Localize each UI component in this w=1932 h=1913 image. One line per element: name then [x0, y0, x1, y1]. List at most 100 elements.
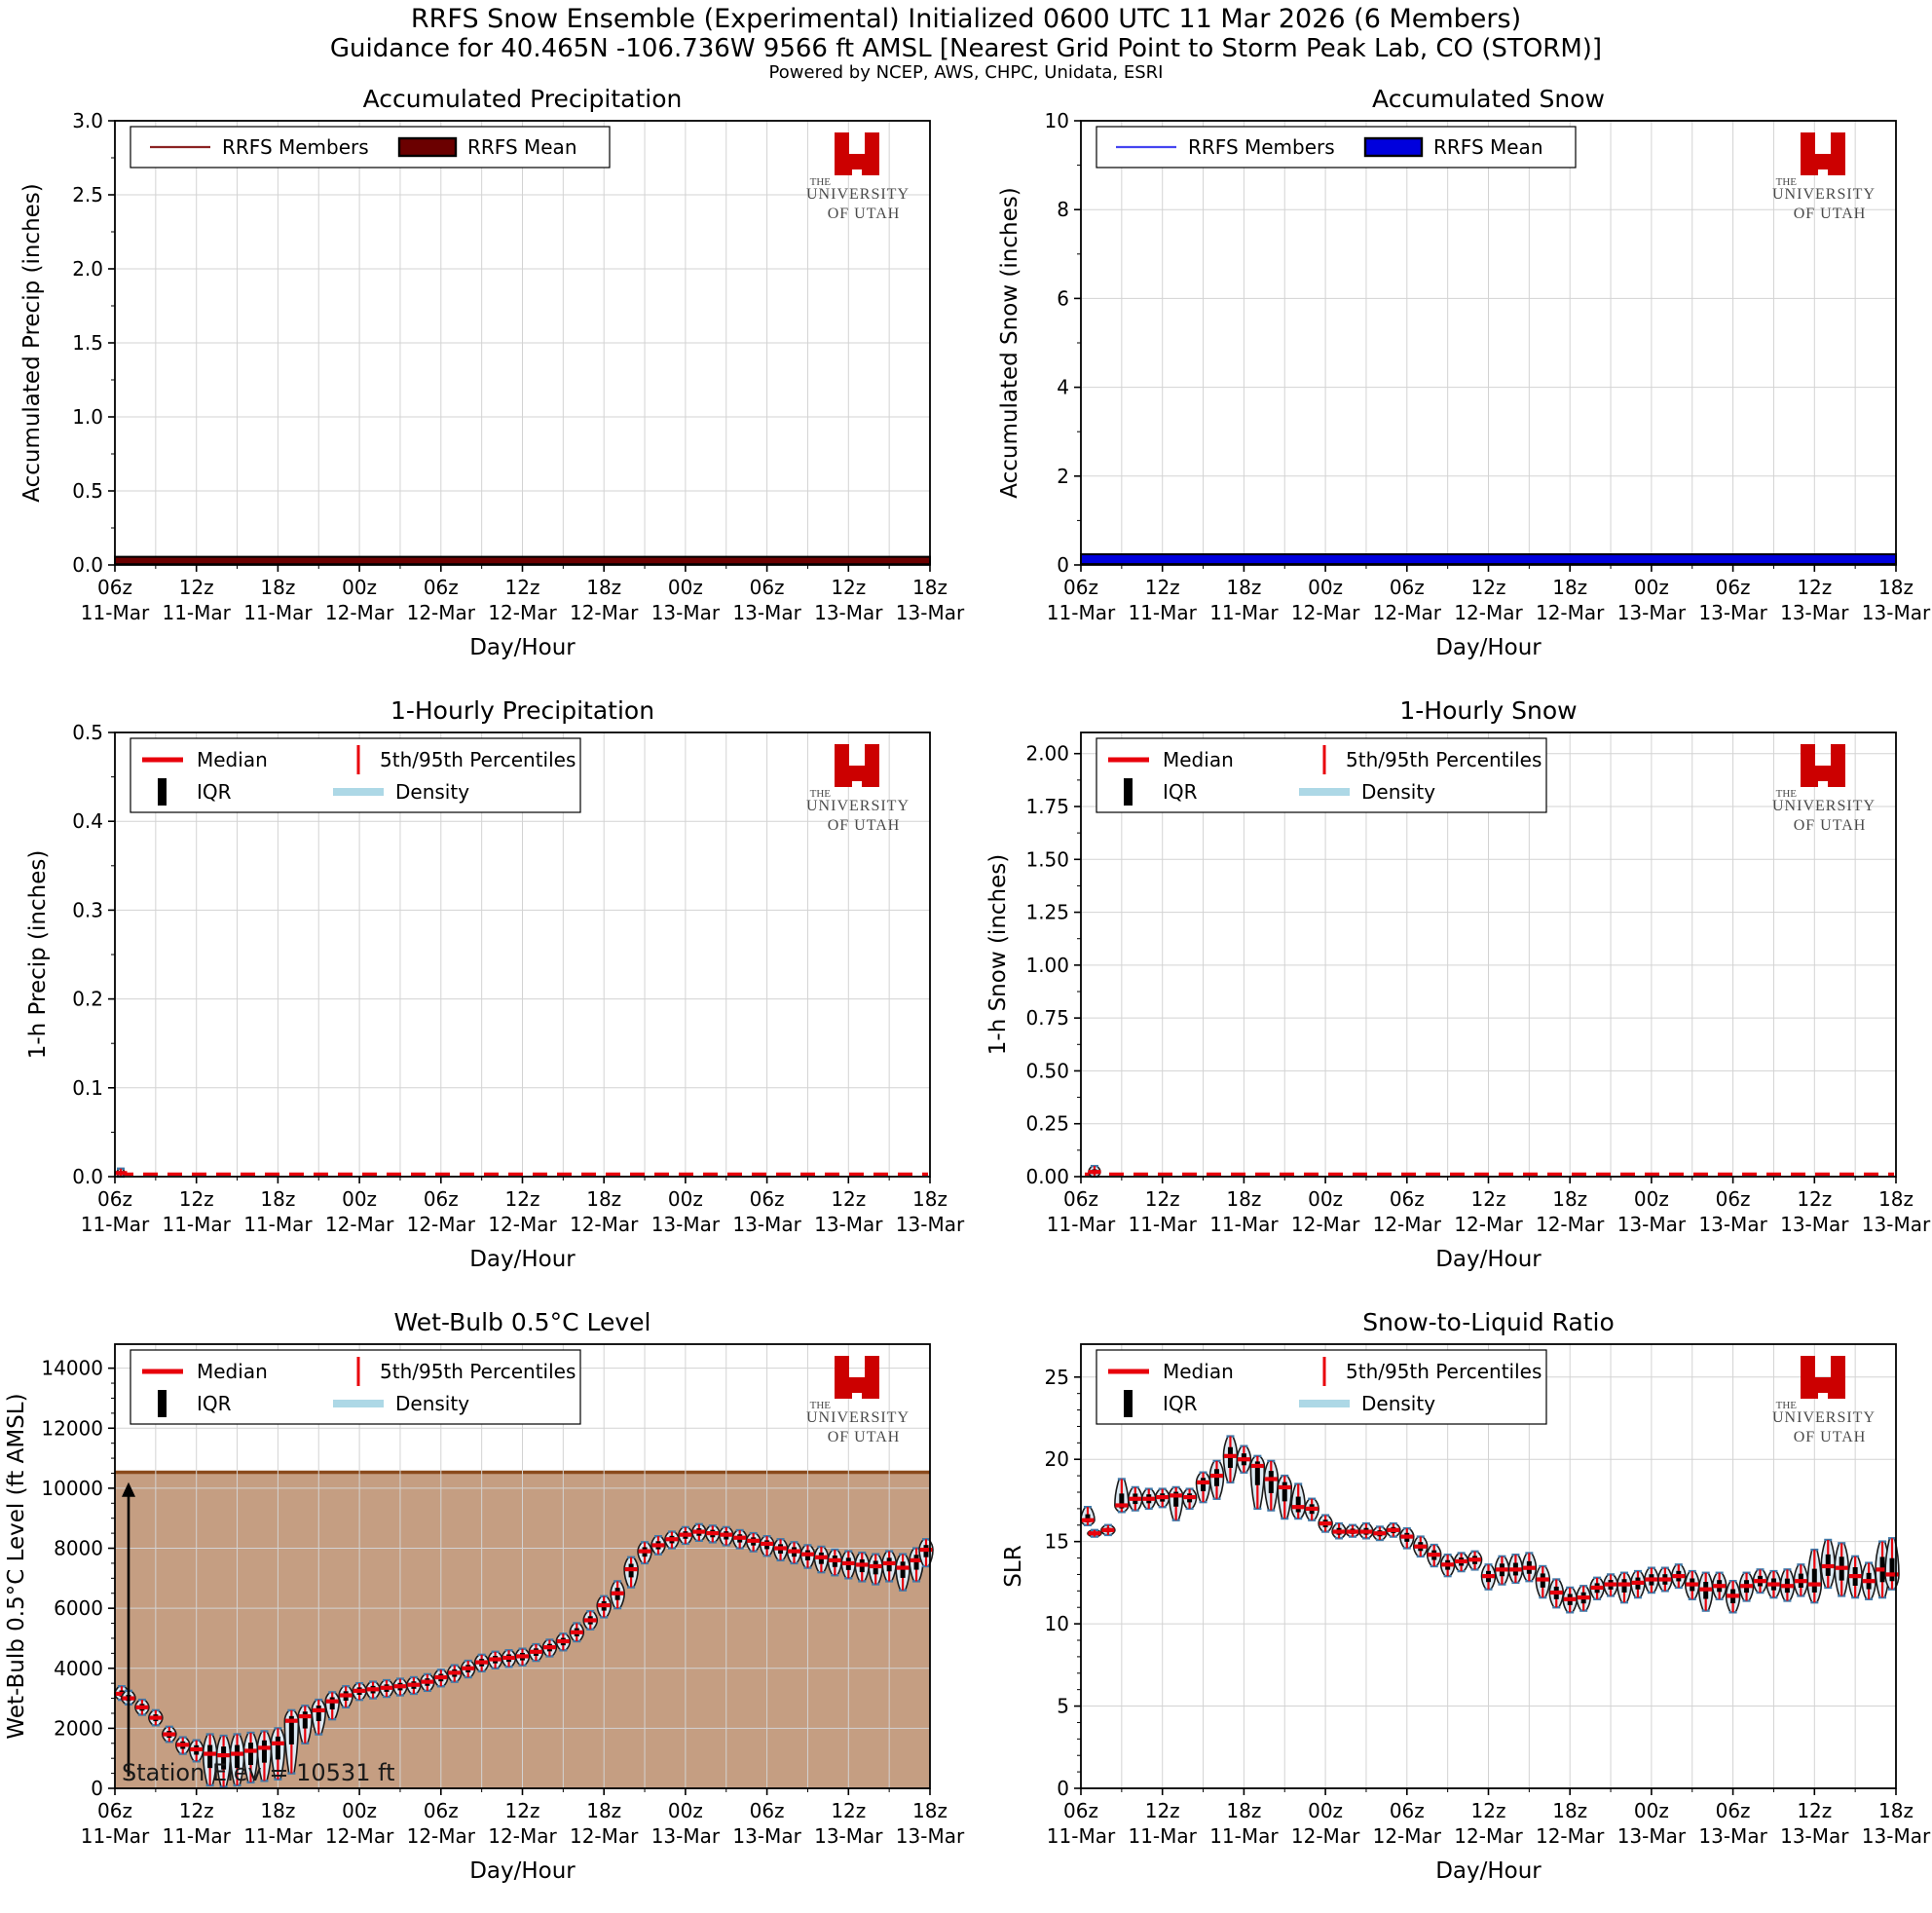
svg-text:13-Mar: 13-Mar — [896, 1213, 965, 1236]
svg-text:IQR: IQR — [1163, 780, 1198, 804]
plot-title: Snow-to-Liquid Ratio — [1362, 1308, 1615, 1336]
svg-text:12z: 12z — [1471, 1187, 1506, 1211]
svg-text:THE: THE — [1776, 788, 1798, 800]
svg-text:06z: 06z — [750, 1799, 785, 1822]
hourly-precipitation-chart: 1-Hourly Precipitation06z11-Mar12z11-Mar… — [25, 696, 965, 1272]
svg-text:18z: 18z — [260, 1799, 295, 1822]
svg-text:11-Mar: 11-Mar — [243, 1213, 313, 1236]
svg-text:13-Mar: 13-Mar — [651, 1213, 721, 1236]
svg-text:12000: 12000 — [41, 1416, 103, 1440]
accumulated-snow-chart: Accumulated Snow06z11-Mar12z11-Mar18z11-… — [997, 85, 1931, 660]
utah-u-icon — [835, 744, 879, 787]
svg-text:0.50: 0.50 — [1025, 1059, 1069, 1082]
y-axis-label: Wet-Bulb 0.5°C Level (ft AMSL) — [4, 1393, 29, 1739]
svg-text:11-Mar: 11-Mar — [162, 1824, 231, 1848]
plot-title: 1-Hourly Snow — [1399, 696, 1577, 725]
svg-text:5th/95th Percentiles: 5th/95th Percentiles — [1346, 748, 1542, 771]
svg-text:OF UTAH: OF UTAH — [828, 817, 901, 834]
hourly-snow-chart: 1-Hourly Snow06z11-Mar12z11-Mar18z11-Mar… — [985, 696, 1931, 1272]
svg-text:2000: 2000 — [54, 1716, 103, 1740]
svg-text:12-Mar: 12-Mar — [1454, 601, 1523, 624]
svg-text:0.5: 0.5 — [72, 721, 103, 744]
svg-text:18z: 18z — [1552, 576, 1587, 599]
svg-text:UNIVERSITY: UNIVERSITY — [806, 186, 910, 203]
svg-text:12-Mar: 12-Mar — [1454, 1213, 1523, 1236]
svg-text:11-Mar: 11-Mar — [81, 1824, 150, 1848]
accumulated-precipitation-chart: Accumulated Precipitation06z11-Mar12z11-… — [19, 85, 965, 660]
svg-text:5: 5 — [1057, 1695, 1069, 1718]
svg-text:2.0: 2.0 — [72, 257, 103, 281]
svg-text:0.2: 0.2 — [72, 988, 103, 1011]
plot-title: Accumulated Snow — [1372, 85, 1605, 113]
svg-text:11-Mar: 11-Mar — [1128, 601, 1197, 624]
svg-text:0.75: 0.75 — [1025, 1006, 1069, 1030]
svg-text:0.1: 0.1 — [72, 1076, 103, 1100]
x-axis-label: Day/Hour — [1435, 635, 1542, 660]
axis-ticks: 06z11-Mar12z11-Mar18z11-Mar00z12-Mar06z1… — [1045, 1366, 1931, 1848]
x-axis-label: Day/Hour — [469, 1247, 576, 1272]
wet-bulb-level-chart: Wet-Bulb 0.5°C Level Station Elev = 10531… — [4, 1308, 965, 1884]
svg-text:Density: Density — [395, 1392, 469, 1415]
mean-band — [114, 555, 931, 566]
svg-text:06z: 06z — [1390, 576, 1425, 599]
legend: Median 5th/95th Percentiles IQR Density — [1096, 1349, 1547, 1425]
svg-text:1.00: 1.00 — [1025, 954, 1069, 977]
svg-text:12-Mar: 12-Mar — [1291, 1213, 1360, 1236]
svg-text:12-Mar: 12-Mar — [325, 1213, 394, 1236]
utah-u-icon — [1801, 744, 1845, 787]
svg-text:THE: THE — [1776, 1400, 1798, 1411]
figure-credit: Powered by NCEP, AWS, CHPC, Unidata, ESR… — [768, 62, 1164, 83]
svg-text:00z: 00z — [668, 1799, 703, 1822]
svg-text:00z: 00z — [668, 576, 703, 599]
svg-text:UNIVERSITY: UNIVERSITY — [1772, 1409, 1876, 1426]
svg-text:OF UTAH: OF UTAH — [828, 1429, 901, 1445]
svg-text:0: 0 — [1057, 553, 1069, 577]
svg-text:12z: 12z — [505, 1187, 540, 1211]
svg-text:0.4: 0.4 — [72, 809, 103, 833]
axis-ticks: 06z11-Mar12z11-Mar18z11-Mar00z12-Mar06z1… — [72, 721, 965, 1236]
svg-text:10000: 10000 — [41, 1477, 103, 1500]
svg-text:13-Mar: 13-Mar — [1617, 1213, 1687, 1236]
svg-text:12-Mar: 12-Mar — [570, 601, 639, 624]
svg-text:12z: 12z — [1145, 1799, 1180, 1822]
svg-text:12z: 12z — [831, 1187, 866, 1211]
svg-text:13-Mar: 13-Mar — [651, 1824, 721, 1848]
svg-text:18z: 18z — [912, 1799, 947, 1822]
svg-text:10: 10 — [1045, 1612, 1069, 1635]
plot-title: 1-Hourly Precipitation — [390, 696, 654, 725]
svg-text:18z: 18z — [260, 1187, 295, 1211]
svg-text:18z: 18z — [586, 1187, 621, 1211]
svg-text:12z: 12z — [1145, 576, 1180, 599]
svg-text:13-Mar: 13-Mar — [814, 1213, 883, 1236]
y-axis-label: 1-h Precip (inches) — [25, 850, 51, 1060]
svg-text:12-Mar: 12-Mar — [1536, 601, 1605, 624]
svg-text:2.00: 2.00 — [1025, 742, 1069, 766]
legend: RRFS Members RRFS Mean — [1096, 126, 1577, 169]
svg-text:18z: 18z — [1552, 1799, 1587, 1822]
y-axis-label: Accumulated Precip (inches) — [19, 183, 45, 503]
svg-text:13-Mar: 13-Mar — [732, 1824, 801, 1848]
svg-text:18z: 18z — [1878, 576, 1913, 599]
svg-text:06z: 06z — [1063, 1799, 1098, 1822]
svg-text:0.25: 0.25 — [1025, 1112, 1069, 1136]
svg-text:12-Mar: 12-Mar — [488, 1824, 557, 1848]
svg-text:1.50: 1.50 — [1025, 847, 1069, 871]
svg-text:00z: 00z — [668, 1187, 703, 1211]
x-axis-label: Day/Hour — [1435, 1858, 1542, 1884]
svg-text:06z: 06z — [1390, 1799, 1425, 1822]
svg-text:12z: 12z — [1797, 1799, 1832, 1822]
svg-text:12-Mar: 12-Mar — [1291, 1824, 1360, 1848]
svg-text:0: 0 — [91, 1777, 103, 1800]
svg-text:13-Mar: 13-Mar — [814, 1824, 883, 1848]
svg-text:12-Mar: 12-Mar — [1373, 1824, 1442, 1848]
svg-text:UNIVERSITY: UNIVERSITY — [1772, 798, 1876, 814]
svg-text:5th/95th Percentiles: 5th/95th Percentiles — [380, 1360, 576, 1383]
x-axis-label: Day/Hour — [469, 1858, 576, 1884]
svg-text:18z: 18z — [586, 1799, 621, 1822]
svg-text:18z: 18z — [1878, 1799, 1913, 1822]
svg-text:UNIVERSITY: UNIVERSITY — [1772, 186, 1876, 203]
svg-text:12z: 12z — [179, 576, 214, 599]
